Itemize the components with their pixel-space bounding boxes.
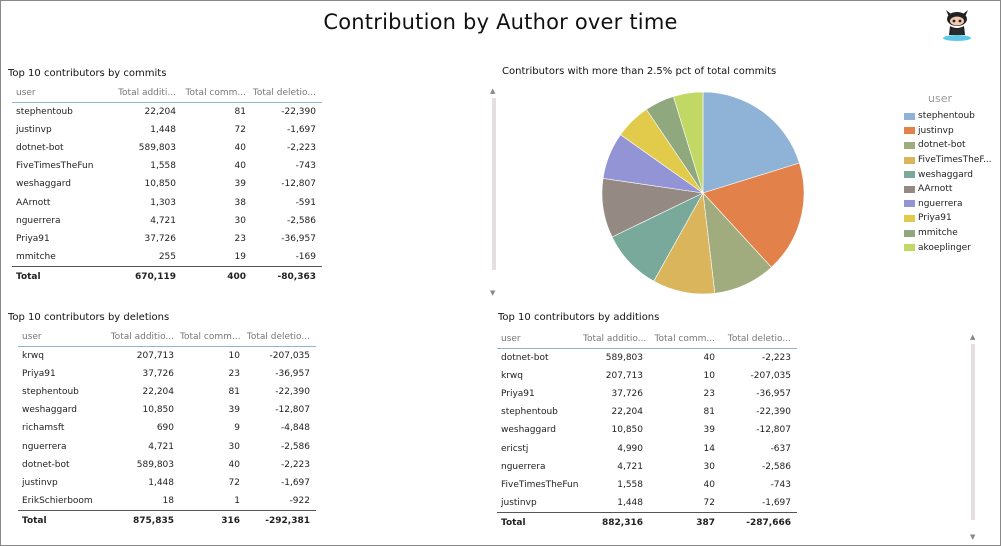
table-row[interactable]: dotnet-bot 589,803 40 -2,223 [22,459,310,470]
legend-item[interactable]: nguerrera [904,197,992,212]
legend-item[interactable]: FiveTimesTheF... [904,153,992,168]
table-total-row: Total 882,316 387 -287,666 [497,511,797,533]
table-row[interactable]: Priya91 37,726 23 -36,957 [501,389,791,400]
legend-swatch [904,200,915,208]
legend-label: justinvp [918,125,954,136]
pie-slice-0[interactable] [702,91,800,194]
legend-label: dotnet-bot [918,140,966,151]
legend-item[interactable]: akoeplinger [904,240,992,255]
table-row[interactable]: krwq 207,713 10 -207,035 [501,371,791,382]
table-row[interactable]: FiveTimesTheFun 1,558 40 -743 [501,479,791,490]
legend-label: FiveTimesTheF... [918,155,992,166]
table-row[interactable]: justinvp 1,448 72 -1,697 [16,125,316,136]
pie-chart [601,91,805,295]
table-row[interactable]: ErikSchierboom 18 1 -922 [22,495,310,506]
legend-swatch [904,141,915,149]
table-row[interactable]: richamsft 690 9 -4,848 [22,423,310,434]
table-header-row: user Total additio... Total comm... Tota… [497,330,797,349]
legend-swatch [904,127,915,135]
legend-item[interactable]: Priya91 [904,211,992,226]
legend-swatch [904,229,915,237]
table-row[interactable]: mmitche 255 19 -169 [16,251,316,262]
scroll-up-arrow[interactable]: ▲ [970,333,976,341]
table-row[interactable]: stephentoub 22,204 81 -22,390 [501,407,791,418]
additions-table-title: Top 10 contributors by additions [498,312,660,323]
legend-item[interactable]: AArnott [904,182,992,197]
legend-item[interactable]: mmitche [904,226,992,241]
pie-slice-9[interactable] [672,91,704,194]
column-header-additions[interactable]: Total additi... [104,84,182,103]
table-row[interactable]: dotnet-bot 589,803 40 -2,223 [501,353,791,364]
legend-swatch [904,156,915,164]
table-total-row: Total 670,119 400 -80,363 [12,265,322,287]
additions-table-scrollbar[interactable] [971,344,975,520]
table-row[interactable]: FiveTimesTheFun 1,558 40 -743 [16,161,316,172]
legend-label: AArnott [918,184,953,195]
table-header-row: user Total additio... Total comm... Tota… [18,328,316,347]
legend-label: stephentoub [918,111,975,122]
table-row[interactable]: AArnott 1,303 38 -591 [16,197,316,208]
table-row[interactable]: weshaggard 10,850 39 -12,807 [22,405,310,416]
legend-item[interactable]: dotnet-bot [904,138,992,153]
table-total-row: Total 875,835 316 -292,381 [18,509,316,531]
table-row[interactable]: Priya91 37,726 23 -36,957 [22,369,310,380]
table-row[interactable]: weshaggard 10,850 39 -12,807 [16,179,316,190]
deletions-table-title: Top 10 contributors by deletions [8,312,170,323]
legend-label: mmitche [918,228,958,239]
legend-label: akoeplinger [918,242,971,253]
table-row[interactable]: nguerrera 4,721 30 -2,586 [22,441,310,452]
legend-label: nguerrera [918,198,963,209]
table-row[interactable]: justinvp 1,448 72 -1,697 [501,497,791,508]
legend-swatch [904,214,915,222]
table-row[interactable]: krwq 207,713 10 -207,035 [22,351,310,362]
column-header-commits[interactable]: Total comm... [182,84,252,103]
column-header-commits[interactable]: Total comm... [180,328,246,347]
table-row[interactable]: nguerrera 4,721 30 -2,586 [16,215,316,226]
additions-table: user Total additio... Total comm... Tota… [497,330,797,533]
legend-swatch [904,171,915,179]
column-header-deletions[interactable]: Total deletio... [246,328,316,347]
column-header-user[interactable]: user [12,84,104,103]
chart-scrollbar[interactable] [492,98,496,270]
scroll-down-arrow[interactable]: ▼ [490,289,496,297]
deletions-table: user Total additio... Total comm... Tota… [18,328,316,531]
legend-label: Priya91 [918,213,952,224]
legend-swatch [904,185,915,193]
legend-label: weshaggard [918,169,974,180]
column-header-deletions[interactable]: Total deletio... [252,84,322,103]
column-header-user[interactable]: user [18,328,104,347]
scroll-up-arrow[interactable]: ▲ [490,87,496,95]
table-row[interactable]: justinvp 1,448 72 -1,697 [22,477,310,488]
legend-swatch [904,244,915,252]
table-row[interactable]: weshaggard 10,850 39 -12,807 [501,425,791,436]
column-header-deletions[interactable]: Total deletio... [721,330,797,349]
commits-table-title: Top 10 contributors by commits [8,68,167,79]
page-title: Contribution by Author over time [323,10,678,34]
chart-title: Contributors with more than 2.5% pct of … [502,66,777,77]
table-row[interactable]: ericstj 4,990 14 -637 [501,443,791,454]
column-header-additions[interactable]: Total additio... [583,330,649,349]
legend-swatch [904,112,915,120]
table-row[interactable]: stephentoub 22,204 81 -22,390 [16,107,316,118]
table-row[interactable]: Priya91 37,726 23 -36,957 [16,233,316,244]
table-row[interactable]: nguerrera 4,721 30 -2,586 [501,461,791,472]
table-row[interactable]: stephentoub 22,204 81 -22,390 [22,387,310,398]
legend-item[interactable]: stephentoub [904,109,992,124]
github-octocat-logo [943,10,971,41]
column-header-user[interactable]: user [497,330,583,349]
table-row[interactable]: dotnet-bot 589,803 40 -2,223 [16,143,316,154]
table-header-row: user Total additi... Total comm... Total… [12,84,322,103]
pie-slice-1[interactable] [702,162,805,268]
legend-item[interactable]: weshaggard [904,167,992,182]
legend-item[interactable]: justinvp [904,124,992,139]
commits-table: user Total additi... Total comm... Total… [12,84,322,287]
column-header-commits[interactable]: Total comm... [649,330,721,349]
column-header-additions[interactable]: Total additio... [104,328,180,347]
legend-title: user [928,92,952,105]
chart-legend: user stephentoub justinvp dotnet-bot FiveTi… [904,92,992,255]
scroll-down-arrow[interactable]: ▼ [970,533,976,541]
